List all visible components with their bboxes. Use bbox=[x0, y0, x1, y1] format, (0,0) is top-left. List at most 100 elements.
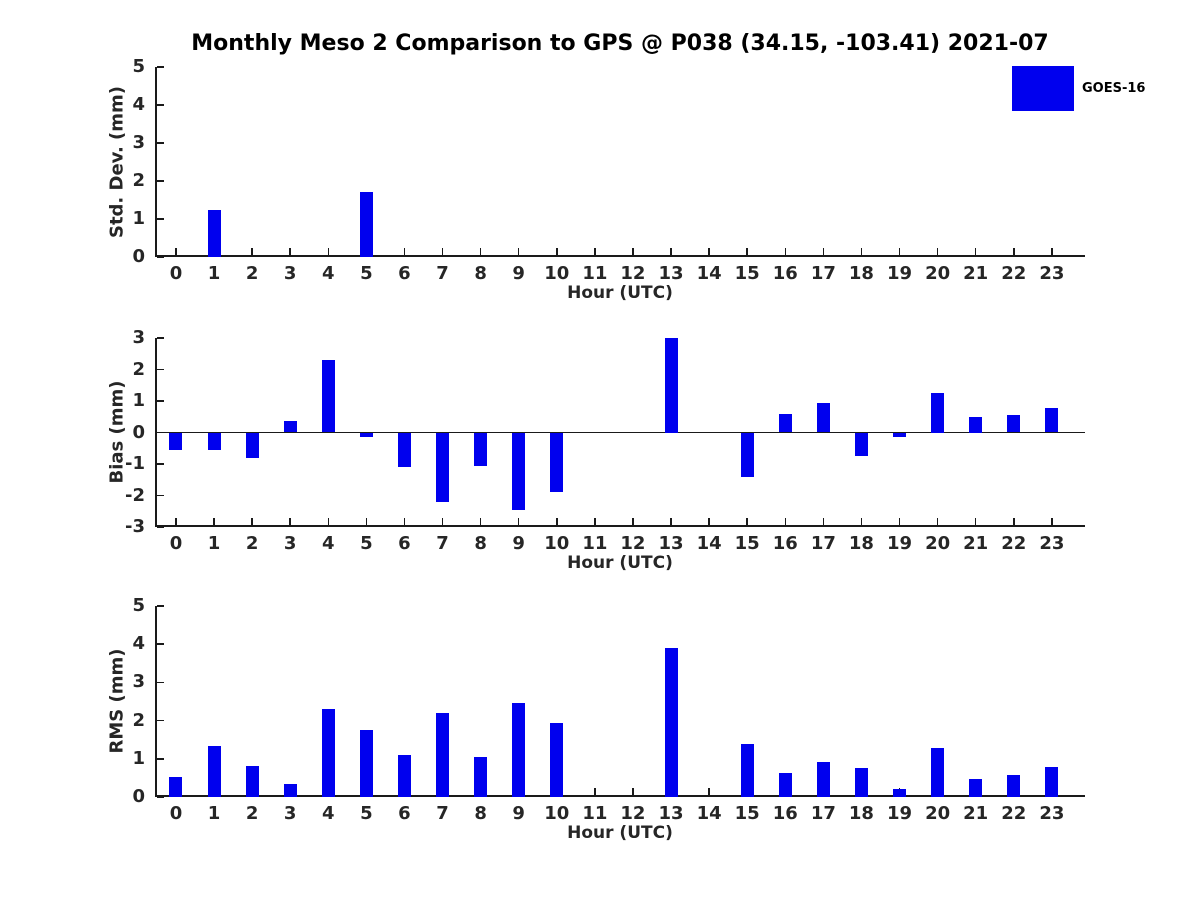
std_dev-left-spine bbox=[155, 67, 157, 257]
rms-bar-hour-18 bbox=[854, 768, 868, 797]
bias-bar-hour-13 bbox=[664, 338, 678, 433]
std_dev-y-tick-label: 3 bbox=[132, 132, 145, 153]
rms-x-tick-label: 19 bbox=[887, 803, 913, 824]
bias-x-tick-label: 6 bbox=[398, 533, 411, 554]
std_dev-x-tick-label: 1 bbox=[207, 263, 221, 284]
std_dev-x-tick-label: 20 bbox=[925, 263, 951, 284]
rms-x-tick-label: 20 bbox=[925, 803, 951, 824]
rms-bar-hour-8 bbox=[474, 756, 488, 797]
bias-zero-line bbox=[155, 431, 1085, 434]
rms-bar-hour-13 bbox=[664, 648, 678, 797]
bias-x-tick bbox=[670, 518, 672, 525]
rms-bar-hour-15 bbox=[740, 743, 754, 797]
std_dev-x-tick-label: 7 bbox=[436, 263, 449, 284]
rms-x-tick-label: 11 bbox=[582, 803, 608, 824]
bias-x-tick bbox=[822, 518, 825, 525]
std_dev-y-tick bbox=[157, 104, 164, 106]
std_dev-x-tick bbox=[936, 248, 939, 255]
bias-x-tick bbox=[974, 518, 977, 525]
bias-bar-hour-17 bbox=[816, 402, 830, 433]
bias-x-tick-label: 2 bbox=[245, 533, 259, 554]
rms-left-spine bbox=[155, 606, 157, 797]
std_dev-x-tick-label: 19 bbox=[887, 263, 913, 284]
bias-x-tick bbox=[936, 518, 939, 525]
rms-y-tick-label: 3 bbox=[132, 671, 145, 693]
std_dev-y-tick bbox=[157, 180, 164, 182]
rms-bar-hour-5 bbox=[359, 730, 373, 797]
bias-bar-hour-9 bbox=[512, 432, 526, 510]
stddev-plot-area: 0 1 2 3 4 5 0 1 2 3 4 5 6 7 8 9 10 11 12 13 14 15 16 17 18 19 20 21… bbox=[132, 58, 1085, 283]
std_dev-x-tick-label: 12 bbox=[620, 263, 646, 284]
rms-y-tick bbox=[157, 681, 164, 684]
rms-x-tick-label: 5 bbox=[360, 803, 373, 824]
bias-x-tick bbox=[175, 518, 177, 525]
rms-x-tick-label: 4 bbox=[322, 803, 335, 824]
legend-label: GOES-16 bbox=[1082, 81, 1146, 96]
std_dev-x-tick bbox=[175, 248, 177, 255]
bias-x-tick-label: 16 bbox=[772, 533, 798, 554]
std_dev-x-tick bbox=[403, 248, 406, 255]
rms-y-tick-label: 4 bbox=[132, 633, 145, 655]
rms-y-tick-label: 5 bbox=[132, 595, 145, 616]
rms-x-tick-label: 9 bbox=[512, 803, 525, 824]
std_dev-x-tick bbox=[556, 248, 558, 255]
bias-y-tick-label: 1 bbox=[132, 390, 145, 411]
bias-x-tick bbox=[251, 518, 253, 525]
std_dev-x-tick-label: 14 bbox=[696, 263, 722, 284]
std_dev-x-tick bbox=[746, 248, 748, 255]
rms-x-tick-label: 17 bbox=[810, 803, 836, 824]
bias-x-tick bbox=[213, 518, 215, 525]
std_dev-x-tick-label: 3 bbox=[283, 263, 297, 284]
bias-x-tick bbox=[632, 518, 634, 525]
bias-x-tick-label: 21 bbox=[963, 533, 989, 554]
bias-y-tick-label: -1 bbox=[125, 453, 145, 474]
bias-bar-hour-21 bbox=[969, 416, 983, 433]
rms-bar-hour-0 bbox=[169, 777, 183, 797]
rms-x-axis-label: Hour (UTC) bbox=[567, 823, 673, 843]
rms-bar-hour-19 bbox=[893, 789, 907, 797]
std_dev-y-tick bbox=[157, 142, 164, 144]
bias-x-tick-label: 23 bbox=[1039, 533, 1065, 554]
rms-x-tick-label: 7 bbox=[436, 803, 449, 824]
std_dev-x-tick-label: 17 bbox=[810, 263, 836, 284]
bias-bar-hour-22 bbox=[1007, 414, 1021, 433]
bias-bar-hour-1 bbox=[207, 432, 221, 450]
rms-bar-hour-2 bbox=[245, 766, 259, 797]
bias-bar-hour-3 bbox=[283, 421, 297, 433]
std_dev-y-tick bbox=[157, 218, 164, 220]
std_dev-x-tick bbox=[708, 248, 710, 255]
rms-y-tick bbox=[157, 758, 164, 760]
bias-x-tick-label: 3 bbox=[283, 533, 297, 554]
rms-x-tick bbox=[708, 788, 710, 795]
std_dev-y-tick bbox=[157, 256, 164, 258]
bias-x-tick bbox=[784, 518, 787, 525]
rms-x-tick-label: 3 bbox=[283, 803, 297, 824]
std_dev-x-tick-label: 2 bbox=[245, 263, 259, 284]
rms-x-tick-label: 16 bbox=[772, 803, 798, 824]
std_dev-x-tick-label: 16 bbox=[772, 263, 798, 284]
std_dev-x-tick bbox=[974, 248, 977, 255]
rms-y-tick bbox=[157, 719, 164, 722]
rms-bar-hour-21 bbox=[969, 778, 983, 797]
bias-x-tick-label: 13 bbox=[658, 533, 684, 554]
bias-x-tick-label: 4 bbox=[322, 533, 335, 554]
rms-bar-hour-6 bbox=[397, 754, 411, 797]
bias-x-tick-label: 0 bbox=[169, 533, 183, 554]
bias-y-tick-label: 3 bbox=[132, 327, 145, 348]
std_dev-x-tick bbox=[784, 248, 787, 255]
bias-bar-hour-10 bbox=[550, 432, 564, 493]
rms-y-tick-label: 0 bbox=[132, 786, 145, 807]
std_dev-y-tick-label: 4 bbox=[132, 94, 145, 115]
std_dev-x-tick-label: 13 bbox=[658, 263, 684, 284]
bias-y-tick bbox=[157, 400, 164, 402]
rms-x-tick-label: 23 bbox=[1039, 803, 1065, 824]
bias-x-tick bbox=[1051, 518, 1053, 525]
rms-bar-hour-10 bbox=[550, 722, 564, 797]
std_dev-x-tick-label: 5 bbox=[360, 263, 373, 284]
std_dev-x-tick bbox=[860, 248, 863, 255]
rms-bar-hour-4 bbox=[321, 709, 335, 797]
std_dev-x-tick bbox=[1051, 248, 1053, 255]
std_dev-y-tick-label: 5 bbox=[132, 56, 145, 77]
rms-plot-area: 0 1 2 3 4 5 0 1 2 3 4 5 6 7 8 9 10 11 12 13 14 15 16 17 18 19 20 21… bbox=[132, 597, 1085, 823]
rms-x-tick-label: 10 bbox=[544, 803, 570, 824]
